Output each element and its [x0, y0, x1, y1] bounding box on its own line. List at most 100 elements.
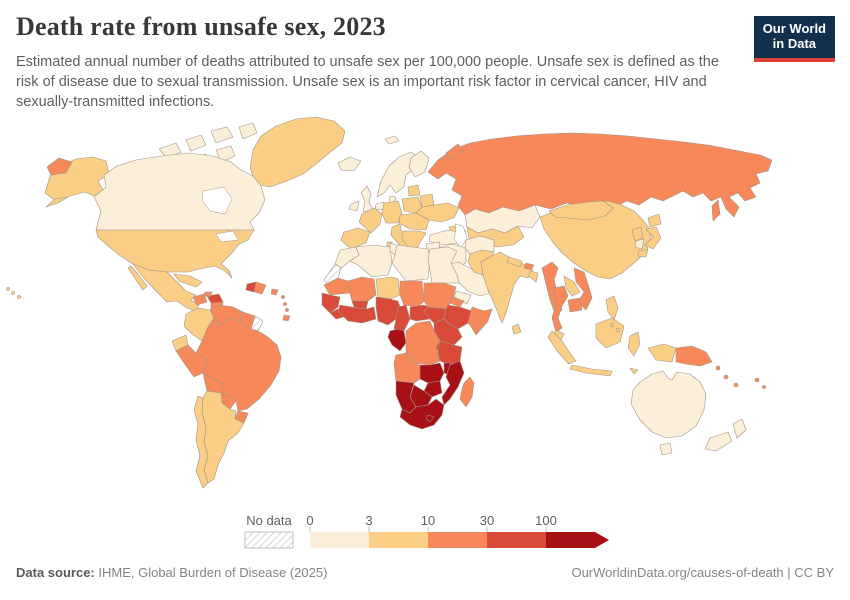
country-guatemala[interactable]: [192, 293, 208, 306]
country-kazakhstan[interactable]: [464, 204, 541, 234]
country-svalbard[interactable]: [384, 135, 400, 145]
country-lesser-antilles[interactable]: [283, 302, 287, 306]
country-greenland[interactable]: [249, 116, 346, 188]
country-japan[interactable]: [644, 226, 662, 250]
country-thailand[interactable]: [551, 285, 569, 333]
country-puerto-rico[interactable]: [270, 288, 279, 296]
country-sri-lanka[interactable]: [511, 323, 522, 335]
country-yemen[interactable]: [453, 290, 472, 305]
country-lesser-antilles[interactable]: [285, 308, 289, 312]
country-somalia[interactable]: [467, 306, 493, 336]
country-mozambique[interactable]: [441, 360, 465, 406]
country-madagascar[interactable]: [459, 376, 475, 408]
country-jamaica[interactable]: [203, 291, 213, 298]
legend-bin-3-10[interactable]: [369, 532, 428, 548]
country-hawaii[interactable]: [17, 295, 21, 299]
country-nepal[interactable]: [506, 256, 523, 268]
country-solomon-islands[interactable]: [715, 365, 721, 371]
country-zambia[interactable]: [419, 362, 445, 384]
country-novaya-zemlya[interactable]: [445, 143, 464, 160]
country-lesotho[interactable]: [425, 414, 435, 423]
country-vanuatu[interactable]: [723, 374, 729, 380]
country-peru[interactable]: [175, 344, 208, 378]
country-sumatra[interactable]: [547, 330, 577, 365]
country-south-africa[interactable]: [399, 398, 445, 430]
country-new-zealand-north[interactable]: [732, 418, 747, 439]
country-australia[interactable]: [630, 370, 707, 439]
country-fiji[interactable]: [762, 385, 766, 389]
legend-bin-30-100[interactable]: [487, 532, 546, 548]
country-zimbabwe[interactable]: [423, 380, 443, 398]
country-hawaii[interactable]: [6, 287, 10, 291]
country-papua-new-guinea[interactable]: [675, 345, 713, 367]
country-new-zealand-south[interactable]: [704, 431, 733, 452]
country-west-papua[interactable]: [647, 343, 677, 363]
country-lesser-antilles[interactable]: [281, 295, 285, 299]
country-mexico[interactable]: [132, 263, 200, 312]
country-south-korea[interactable]: [634, 238, 645, 250]
country-mali[interactable]: [347, 276, 377, 302]
country-russia-chukotka[interactable]: [46, 157, 73, 176]
country-canada-arctic[interactable]: [210, 126, 234, 144]
country-borneo[interactable]: [595, 317, 625, 349]
country-cote-divoire-ghana[interactable]: [337, 304, 377, 324]
owid-logo[interactable]: Our World in Data: [753, 16, 835, 62]
legend-no-data-swatch[interactable]: [244, 531, 294, 549]
country-japan[interactable]: [647, 213, 662, 228]
country-laos[interactable]: [563, 275, 581, 297]
country-trinidad[interactable]: [282, 314, 291, 322]
country-gabon-congo[interactable]: [387, 328, 407, 352]
country-iceland[interactable]: [337, 156, 362, 172]
country-baja[interactable]: [127, 265, 148, 291]
country-tasmania[interactable]: [659, 442, 673, 456]
country-philippines[interactable]: [615, 327, 621, 333]
country-canada[interactable]: [93, 152, 266, 231]
country-baltics[interactable]: [407, 184, 421, 197]
country-java[interactable]: [569, 364, 613, 377]
country-ireland[interactable]: [348, 200, 360, 212]
country-chile[interactable]: [193, 395, 209, 489]
country-hawaii[interactable]: [11, 291, 15, 295]
legend-bin-10-30[interactable]: [428, 532, 487, 548]
country-bangladesh[interactable]: [528, 270, 539, 283]
country-egypt[interactable]: [427, 246, 460, 284]
country-philippines[interactable]: [605, 295, 619, 321]
country-algeria[interactable]: [349, 244, 393, 278]
country-aleutians[interactable]: [45, 196, 69, 208]
country-libya[interactable]: [391, 244, 431, 282]
legend-tick-label-0: 0: [306, 513, 313, 528]
country-bolivia[interactable]: [202, 372, 224, 394]
country-sudan[interactable]: [423, 282, 457, 310]
country-timor[interactable]: [629, 367, 639, 375]
country-vietnam[interactable]: [573, 267, 593, 311]
country-uk[interactable]: [360, 185, 374, 213]
country-philippines[interactable]: [609, 322, 615, 328]
country-canada-arctic[interactable]: [238, 122, 258, 140]
legend-bin-100-plus[interactable]: [546, 532, 609, 548]
country-finland[interactable]: [408, 150, 430, 178]
country-cambodia[interactable]: [567, 297, 583, 313]
country-india[interactable]: [480, 251, 534, 324]
country-chad[interactable]: [399, 280, 425, 308]
country-senegal-guinea[interactable]: [321, 292, 341, 314]
country-fiji[interactable]: [754, 377, 760, 383]
country-niger[interactable]: [375, 276, 401, 300]
country-sulawesi[interactable]: [627, 331, 641, 357]
country-usa[interactable]: [95, 229, 255, 279]
country-canada-arctic[interactable]: [185, 134, 207, 152]
country-iberia[interactable]: [340, 227, 371, 250]
country-bhutan[interactable]: [523, 262, 535, 271]
country-east-europe[interactable]: [398, 212, 430, 231]
country-cuba[interactable]: [173, 273, 203, 288]
country-france[interactable]: [358, 207, 383, 234]
country-mongolia[interactable]: [548, 200, 614, 221]
country-germany-central[interactable]: [381, 200, 403, 224]
data-source-text: IHME, Global Burden of Disease (2025): [94, 565, 328, 580]
country-new-caledonia[interactable]: [733, 382, 739, 388]
country-north-korea[interactable]: [631, 226, 644, 242]
country-dominican-republic[interactable]: [253, 281, 267, 295]
country-sakhalin[interactable]: [711, 199, 721, 222]
footer-link[interactable]: OurWorldinData.org/causes-of-death | CC …: [571, 565, 834, 580]
country-japan[interactable]: [637, 248, 649, 258]
legend-bin-0-3[interactable]: [310, 532, 369, 548]
